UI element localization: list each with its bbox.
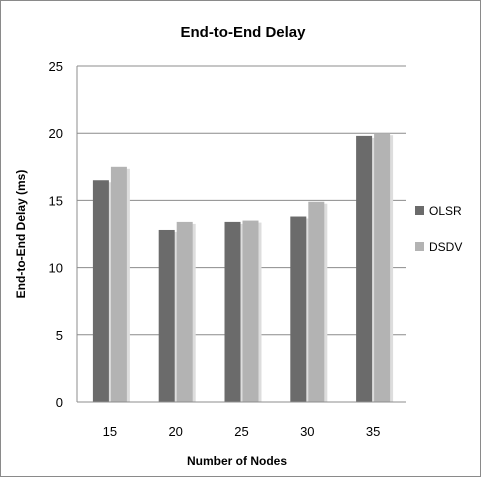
legend-swatch-dsdv	[415, 242, 424, 251]
y-tick-label: 5	[56, 328, 63, 343]
bar-olsr-30	[290, 216, 307, 402]
x-tick-label: 25	[234, 424, 248, 439]
x-tick-label: 30	[300, 424, 314, 439]
x-tick-label: 35	[366, 424, 380, 439]
axes	[76, 66, 406, 403]
y-tick-label: 0	[56, 395, 63, 410]
gridlines	[77, 65, 406, 336]
bar-olsr-35	[356, 135, 373, 402]
bar-dsdv-35	[374, 133, 391, 402]
x-tick-label: 15	[103, 424, 117, 439]
y-tick-label: 25	[49, 59, 63, 74]
chart-title: End-to-End Delay	[180, 24, 306, 41]
legend: OLSR DSDV	[415, 204, 462, 254]
bar-olsr-20	[158, 229, 175, 402]
y-tick-label: 10	[49, 261, 63, 276]
y-tick-labels: 0 5 10 15 20 25	[49, 59, 63, 410]
legend-label-olsr: OLSR	[429, 204, 462, 218]
x-axis-label: Number of Nodes	[187, 454, 287, 468]
legend-swatch-olsr	[415, 206, 424, 215]
legend-label-dsdv: DSDV	[429, 240, 462, 254]
bar-dsdv-25	[242, 220, 259, 402]
bars	[92, 133, 394, 402]
x-tick-label: 20	[168, 424, 182, 439]
y-tick-label: 20	[49, 126, 63, 141]
bar-dsdv-30	[308, 201, 325, 402]
y-tick-label: 15	[49, 193, 63, 208]
y-axis-label: End-to-End Delay (ms)	[14, 170, 28, 299]
x-tick-labels: 15 20 25 30 35	[103, 424, 381, 439]
bar-dsdv-15	[110, 166, 127, 402]
bar-dsdv-20	[176, 221, 193, 402]
bar-olsr-25	[224, 221, 241, 402]
bar-olsr-15	[92, 180, 109, 402]
